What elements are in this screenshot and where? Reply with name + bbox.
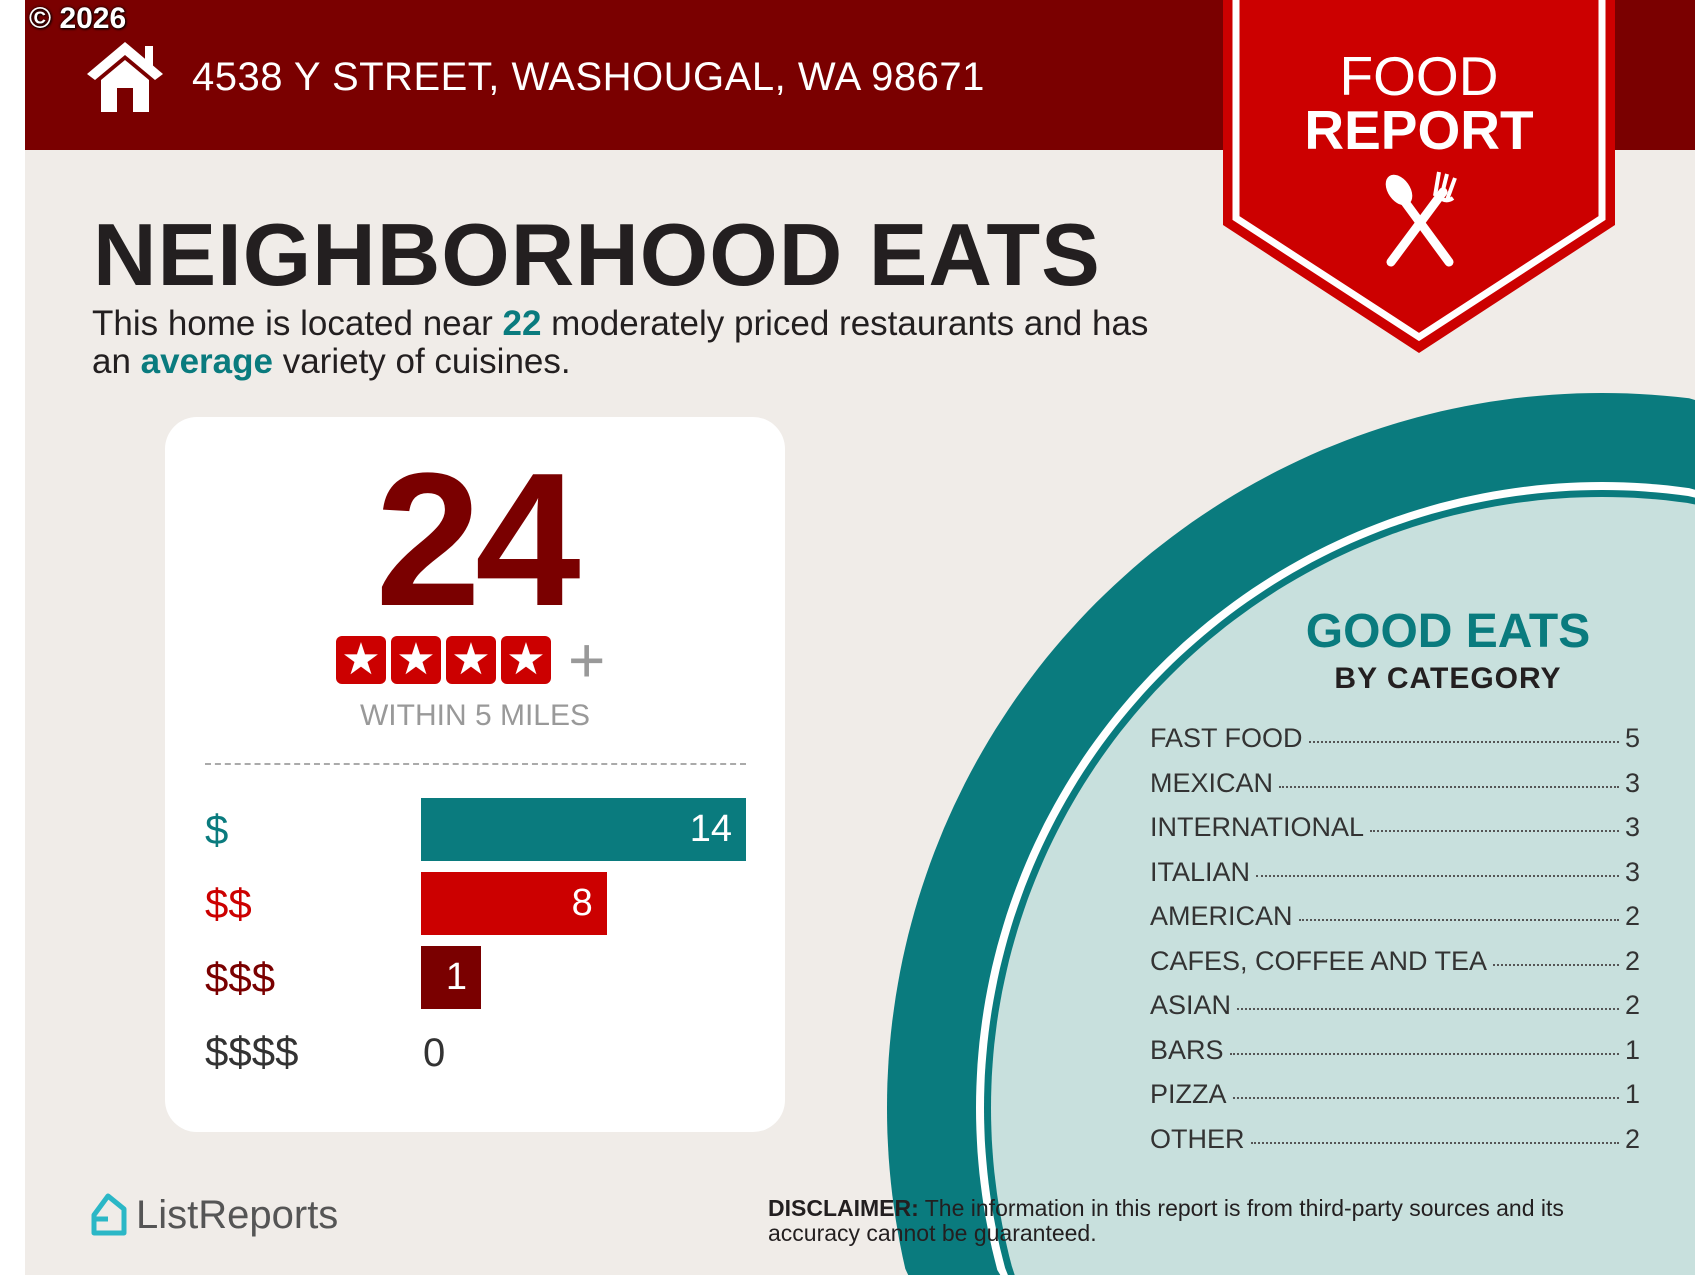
star-icon: ★ — [336, 636, 386, 684]
circle-fill — [991, 497, 1695, 1275]
food-report-banner — [1223, 0, 1615, 353]
category-count: 2 — [1624, 990, 1640, 1020]
categories-subtitle: BY CATEGORY — [1334, 662, 1562, 695]
price-row: $14 — [205, 798, 765, 861]
category-circle — [887, 393, 1695, 1275]
dot-leader — [1298, 919, 1619, 921]
category-item: FAST FOOD 5 — [1150, 722, 1640, 767]
price-label: $$ — [205, 880, 252, 927]
summary-part: variety of cuisines. — [272, 342, 571, 381]
category-count: 1 — [1624, 1034, 1640, 1065]
price-value: 0 — [423, 1031, 446, 1075]
dot-leader — [1308, 741, 1619, 743]
restaurant-summary-card: 24 ★ ★ ★ ★ + WITHIN 5 MILES $14 $$ 8 $$$ 1 $$… — [165, 417, 785, 1132]
summary-part: This home is located near — [92, 304, 503, 343]
category-name: MEXICAN — [1150, 767, 1274, 798]
summary-text: This home is located near 22 moderately … — [92, 305, 1192, 381]
category-name: OTHER — [1150, 1123, 1245, 1154]
disclaimer-text: The information in this report is from t… — [768, 1195, 1564, 1246]
listreports-logo-icon — [91, 1193, 127, 1236]
category-count: 3 — [1624, 856, 1640, 887]
divider — [205, 763, 746, 765]
category-item: BARS 1 — [1150, 1034, 1640, 1079]
price-label: $$$ — [205, 954, 276, 1001]
disclaimer: DISCLAIMER: The information in this repo… — [768, 1196, 1658, 1246]
category-item: OTHER 2 — [1150, 1123, 1640, 1168]
category-name: AMERICAN — [1150, 901, 1293, 931]
total-restaurants: 24 — [375, 434, 580, 646]
dot-leader — [1279, 785, 1619, 788]
category-name: ASIAN — [1150, 990, 1232, 1020]
property-address: 4538 Y STREET, WASHOUGAL, WA 98671 — [192, 55, 985, 99]
price-row: $$$$ 0 — [205, 1020, 765, 1083]
dot-leader — [1229, 1052, 1619, 1055]
spoon-fork-icon — [1385, 171, 1457, 267]
page-title: NEIGHBORHOOD EATS — [93, 205, 1101, 304]
category-item: MEXICAN 3 — [1150, 767, 1640, 812]
price-label: $$$$ — [205, 1028, 299, 1075]
category-count: 2 — [1624, 1123, 1640, 1154]
distance-label: WITHIN 5 MILES — [359, 699, 591, 732]
price-label: $ — [205, 806, 229, 853]
category-count: 2 — [1624, 901, 1640, 931]
copyright: © 2026 — [29, 2, 127, 35]
star-icon: ★ — [501, 636, 551, 684]
category-name: CAFES, COFFEE AND TEA — [1150, 945, 1488, 976]
listreports-logo: ListReports — [88, 1192, 338, 1238]
category-name: ITALIAN — [1150, 856, 1251, 887]
category-list: FAST FOOD 5 MEXICAN 3 INTERNATIONAL 3 ITALIAN 3… — [1150, 722, 1640, 1167]
plus-icon: + — [568, 624, 606, 696]
disclaimer-label: DISCLAIMER: — [768, 1195, 919, 1221]
star-icon: ★ — [446, 636, 496, 684]
house-icon — [87, 42, 163, 112]
variety-level: average — [140, 342, 273, 381]
category-count: 3 — [1624, 767, 1640, 798]
logo-text: ListReports — [136, 1193, 339, 1237]
price-bar: 14 — [421, 798, 746, 861]
category-name: BARS — [1150, 1034, 1224, 1065]
category-count: 3 — [1624, 812, 1640, 842]
price-bar: 1 — [421, 946, 481, 1009]
report-page: © 2026 4538 Y STREET, WASHOUGAL, WA 9867… — [25, 0, 1695, 1275]
category-name: FAST FOOD — [1150, 723, 1303, 753]
dot-leader — [1493, 963, 1619, 966]
banner-line-2: REPORT — [1304, 99, 1534, 161]
dot-leader — [1370, 830, 1619, 832]
category-item: AMERICAN 2 — [1150, 900, 1640, 945]
banner-line-1: FOOD — [1339, 45, 1499, 107]
category-item: CAFES, COFFEE AND TEA 2 — [1150, 945, 1640, 990]
category-count: 1 — [1624, 1079, 1640, 1109]
dot-leader — [1250, 1141, 1619, 1144]
category-item: PIZZA 1 — [1150, 1078, 1640, 1123]
category-count: 5 — [1624, 723, 1640, 753]
category-item: INTERNATIONAL 3 — [1150, 811, 1640, 856]
price-bar: 8 — [421, 872, 607, 935]
dot-leader — [1237, 1008, 1619, 1010]
dot-leader — [1232, 1097, 1619, 1099]
star-icon: ★ — [391, 636, 441, 684]
category-name: PIZZA — [1150, 1079, 1227, 1109]
restaurant-count: 22 — [502, 304, 542, 343]
category-count: 2 — [1624, 945, 1640, 976]
category-item: ITALIAN 3 — [1150, 856, 1640, 901]
star-rating: ★ ★ ★ ★ + — [336, 624, 606, 696]
summary-part: moderately priced restaurants and has an — [92, 304, 1149, 381]
price-row: $$$ 1 — [205, 946, 765, 1009]
categories-title: GOOD EATS — [1305, 605, 1591, 658]
price-row: $$ 8 — [205, 872, 765, 935]
category-name: INTERNATIONAL — [1150, 812, 1365, 842]
category-item: ASIAN 2 — [1150, 989, 1640, 1034]
dot-leader — [1256, 874, 1619, 877]
